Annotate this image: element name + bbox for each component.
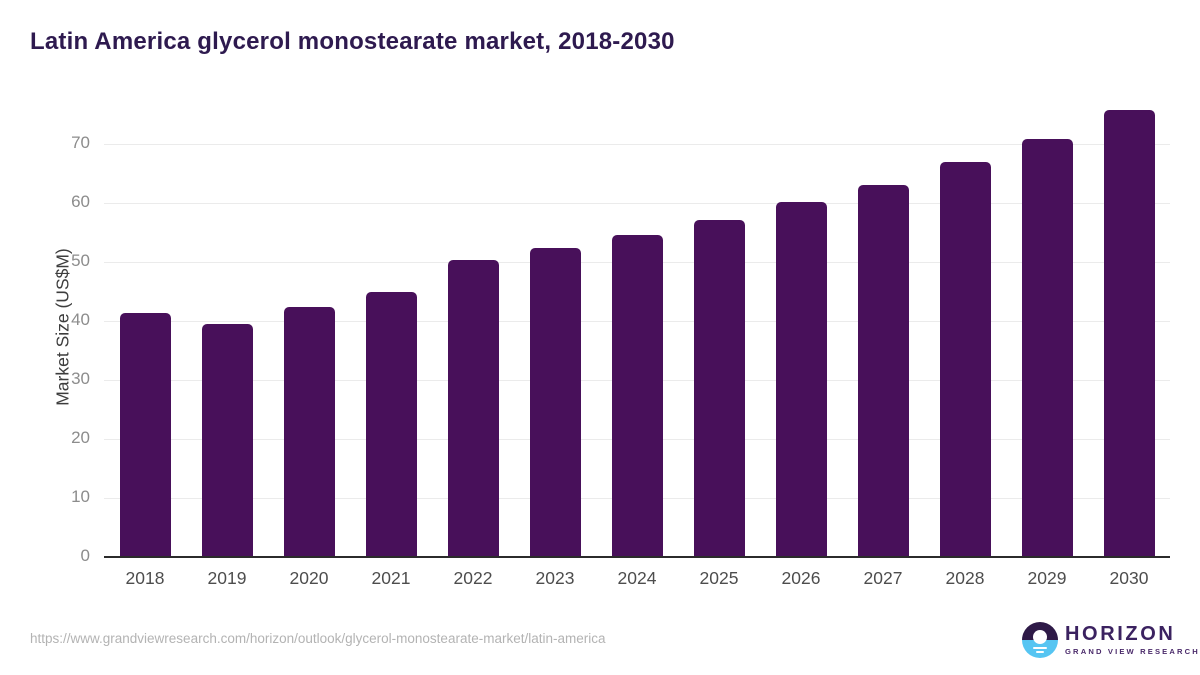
x-tick-label-2018: 2018 bbox=[125, 568, 165, 588]
bar-2027 bbox=[857, 184, 909, 557]
sun-icon bbox=[1033, 630, 1047, 644]
y-tick-label-40: 40 bbox=[71, 310, 90, 329]
x-tick-label-2024: 2024 bbox=[617, 568, 657, 588]
bar-slot-2026 bbox=[760, 97, 842, 557]
bar-slot-2020 bbox=[268, 97, 350, 557]
y-tick-label-50: 50 bbox=[71, 251, 90, 270]
x-tick-label-2022: 2022 bbox=[453, 568, 493, 588]
bar-slot-2029 bbox=[1006, 97, 1088, 557]
x-tick-label-2019: 2019 bbox=[207, 568, 247, 588]
x-tick-label-2023: 2023 bbox=[535, 568, 575, 588]
gridline-60 bbox=[104, 202, 1170, 204]
bar-slot-2030 bbox=[1088, 97, 1170, 557]
x-tick-label-2027: 2027 bbox=[863, 568, 903, 588]
bar-slot-2027 bbox=[842, 97, 924, 557]
bar-2023 bbox=[529, 248, 581, 557]
bar-2018 bbox=[119, 313, 171, 557]
bar-slot-2019 bbox=[186, 97, 268, 557]
bar-slot-2022 bbox=[432, 97, 514, 557]
bar-2019 bbox=[201, 323, 253, 557]
x-tick-label-2025: 2025 bbox=[699, 568, 739, 588]
horizon-logo: HORIZON GRAND VIEW RESEARCH bbox=[1022, 622, 1200, 658]
x-tick-label-2021: 2021 bbox=[371, 568, 411, 588]
horizon-logo-icon bbox=[1022, 622, 1058, 658]
chart-title: Latin America glycerol monostearate mark… bbox=[30, 28, 675, 55]
bar-slot-2025 bbox=[678, 97, 760, 557]
y-tick-label-20: 20 bbox=[71, 428, 90, 447]
bar-2025 bbox=[693, 219, 745, 557]
sun-reflection-line bbox=[1033, 646, 1047, 649]
bar-2024 bbox=[611, 234, 663, 557]
logo-subtitle: GRAND VIEW RESEARCH bbox=[1065, 647, 1200, 656]
bar-slot-2028 bbox=[924, 97, 1006, 557]
y-tick-label-60: 60 bbox=[71, 192, 90, 211]
bar-slot-2024 bbox=[596, 97, 678, 557]
bars-row bbox=[104, 97, 1170, 557]
x-tick-label-2028: 2028 bbox=[945, 568, 985, 588]
bar-slot-2023 bbox=[514, 97, 596, 557]
x-axis-labels: 2018 2019 2020 2021 2022 2023 2024 2025 2026 2027… bbox=[104, 568, 1170, 589]
x-tick-label-2020: 2020 bbox=[289, 568, 329, 588]
logo-name: HORIZON bbox=[1065, 623, 1176, 645]
sun-reflection-line bbox=[1036, 650, 1044, 653]
bar-2022 bbox=[447, 259, 499, 557]
bar-slot-2021 bbox=[350, 97, 432, 557]
bar-2029 bbox=[1021, 139, 1073, 557]
bar-2020 bbox=[283, 306, 335, 557]
source-url: https://www.grandviewresearch.com/horizo… bbox=[30, 631, 606, 646]
plot-area: 0 10 20 30 40 50 60 70 bbox=[71, 97, 1170, 565]
gridline-70 bbox=[104, 143, 1170, 145]
y-tick-label-30: 30 bbox=[71, 369, 90, 388]
bar-2030 bbox=[1103, 110, 1155, 557]
bar-2028 bbox=[939, 161, 991, 557]
bar-2021 bbox=[365, 292, 417, 557]
logo-text: HORIZON GRAND VIEW RESEARCH bbox=[1065, 623, 1200, 657]
y-tick-label-0: 0 bbox=[80, 546, 90, 565]
bar-slot-2018 bbox=[104, 97, 186, 557]
x-tick-label-2029: 2029 bbox=[1027, 568, 1067, 588]
x-tick-label-2026: 2026 bbox=[781, 568, 821, 588]
y-tick-label-70: 70 bbox=[71, 133, 90, 152]
y-tick-label-10: 10 bbox=[71, 487, 90, 506]
x-axis-line bbox=[104, 556, 1170, 558]
x-tick-label-2030: 2030 bbox=[1109, 568, 1149, 588]
bar-2026 bbox=[775, 201, 827, 557]
